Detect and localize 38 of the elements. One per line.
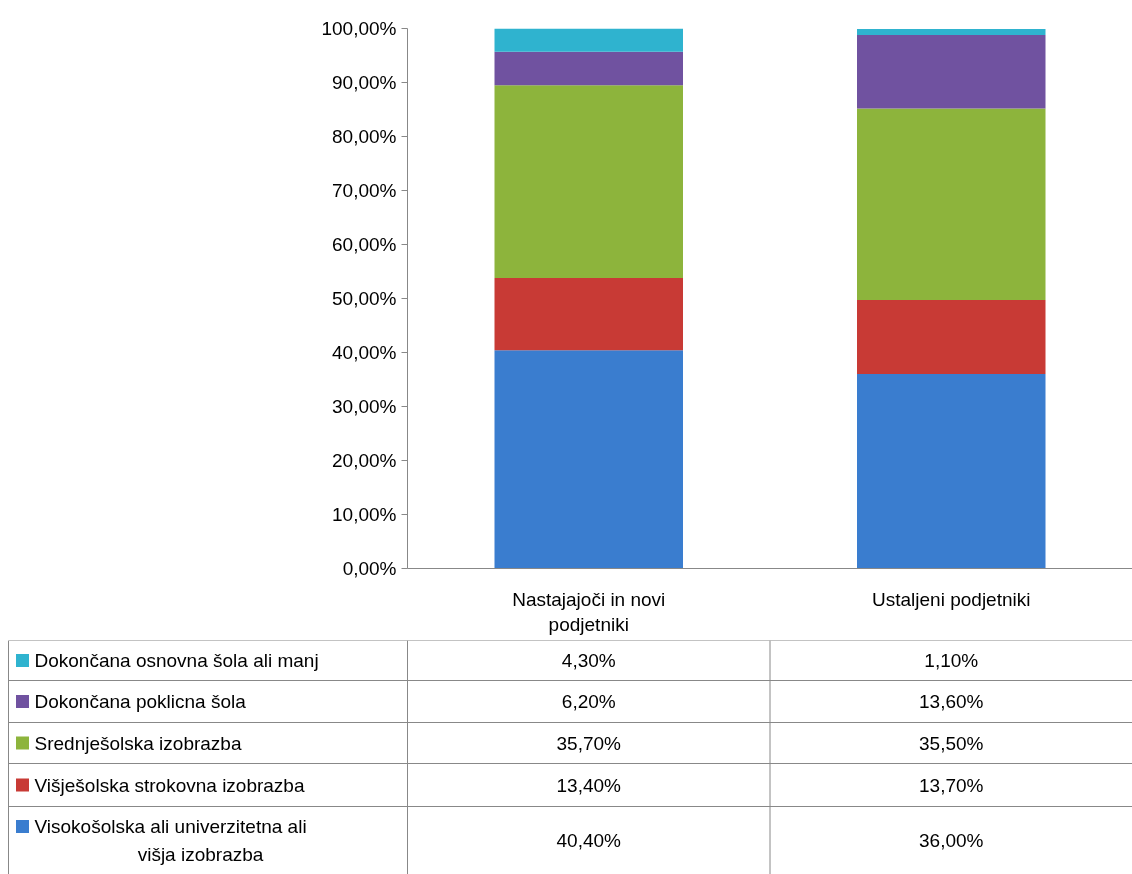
- data-label: 13,60%: [919, 691, 984, 712]
- bar: [857, 108, 1046, 301]
- bar: [494, 51, 683, 86]
- y-tick-label: 30,00%: [332, 396, 397, 417]
- y-tick-label: 80,00%: [332, 126, 397, 147]
- bar: [857, 300, 1046, 375]
- y-tick-label: 20,00%: [332, 450, 397, 471]
- y-tick-label: 70,00%: [332, 180, 397, 201]
- legend-label: Visokošolska ali univerzitetna ali višja izobrazba: [34, 816, 307, 865]
- legend-label: Srednješolska izobrazba: [34, 732, 242, 754]
- legend-label: Višješolska strokovna izobrazba: [34, 774, 305, 796]
- bar: [857, 34, 1046, 109]
- y-tick-label: 40,00%: [332, 342, 397, 363]
- x-tick-label: Ustaljeni podjetniki: [872, 588, 1031, 610]
- bar: [494, 28, 683, 52]
- legend-label: Dokončana poklicna šola: [34, 691, 247, 712]
- data-label: 13,40%: [556, 774, 622, 796]
- y-tick-label: 60,00%: [332, 234, 397, 255]
- data-label: 13,70%: [919, 774, 984, 796]
- data-label: 6,20%: [561, 691, 616, 712]
- bar: [494, 350, 683, 569]
- data-label: 1,10%: [924, 650, 979, 671]
- bar: [857, 374, 1046, 569]
- bar: [494, 85, 683, 278]
- y-tick-label: 100,00%: [321, 18, 397, 39]
- data-label: 4,30%: [561, 650, 616, 671]
- data-label: 36,00%: [919, 830, 984, 851]
- legend-label: Dokončana osnovna šola ali manj: [34, 650, 319, 671]
- y-tick-label: 0,00%: [342, 558, 397, 579]
- y-tick-label: 50,00%: [332, 288, 397, 309]
- y-tick-label: 90,00%: [332, 72, 397, 93]
- data-label: 35,50%: [919, 732, 984, 754]
- data-label: 40,40%: [556, 830, 622, 851]
- y-tick-label: 10,00%: [332, 504, 397, 525]
- bar: [494, 277, 683, 351]
- x-tick-label: Nastajajoči in novi podjetniki: [512, 588, 666, 635]
- bar: [857, 29, 1046, 35]
- data-label: 35,70%: [556, 732, 622, 754]
